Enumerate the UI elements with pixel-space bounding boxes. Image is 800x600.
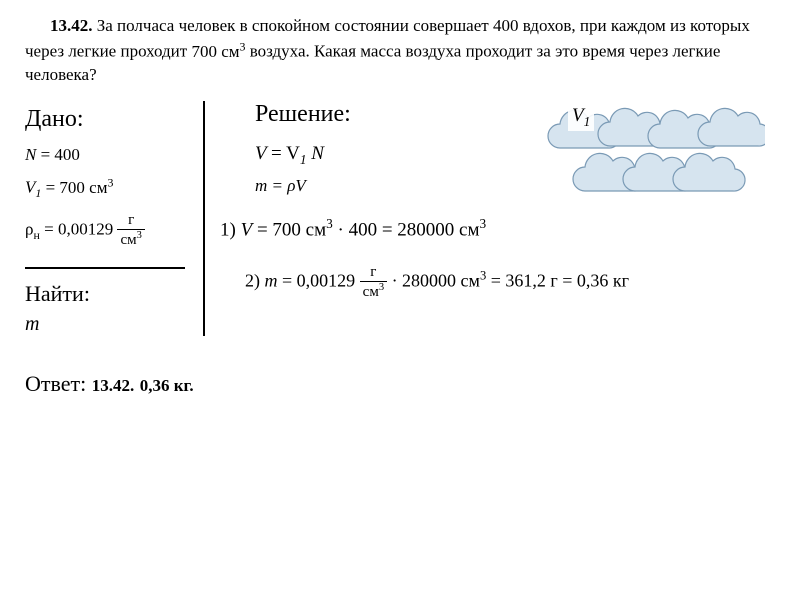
main-layout: Дано: N = 400 V1 = 700 см3 ρн = 0,00129 …: [25, 101, 775, 335]
given-v1: V1 = 700 см3: [25, 175, 191, 201]
answer-row: Ответ: 13.42. 0,36 кг.: [25, 371, 775, 397]
clouds-illustration: V1: [535, 96, 765, 206]
find-title: Найти:: [25, 281, 191, 307]
given-title: Дано:: [25, 106, 191, 133]
given-n: N = 400: [25, 145, 191, 165]
calc-step-1: 1) V = 700 см3 · 400 = 280000 см3: [220, 216, 775, 241]
answer-number: 13.42.: [92, 376, 135, 395]
find-variable: m: [25, 313, 191, 336]
divider: [25, 267, 185, 269]
given-column: Дано: N = 400 V1 = 700 см3 ρн = 0,00129 …: [25, 101, 205, 335]
given-rho: ρн = 0,00129 г см3: [25, 212, 191, 249]
solution-column: V1 Решение: V = V1 N m = ρV: [205, 101, 775, 335]
breath-volume: 700 см: [191, 42, 239, 61]
v1-cloud-label: V1: [568, 104, 594, 131]
answer-label: Ответ:: [25, 371, 86, 396]
problem-statement: 13.42. За полчаса человек в спокойном со…: [25, 15, 775, 86]
calc-step-2: 2) m = 0,00129 г см3 · 280000 см3 = 361,…: [245, 264, 775, 301]
find-section: Найти: m: [25, 281, 191, 336]
answer-value: 0,36 кг.: [140, 376, 194, 395]
problem-number: 13.42.: [50, 16, 93, 35]
